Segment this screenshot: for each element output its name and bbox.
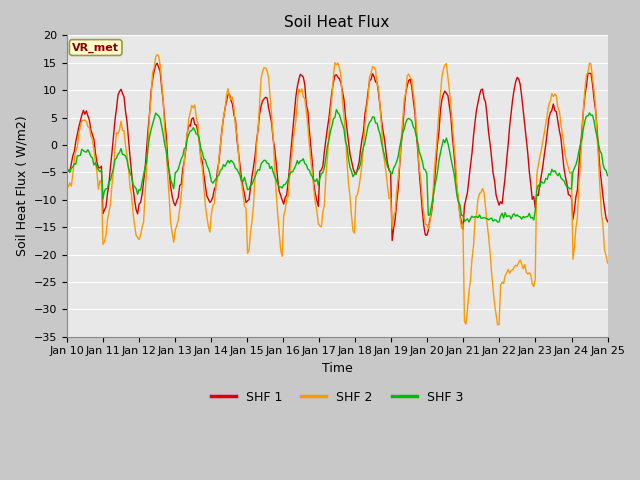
SHF 2 [226,94,234,100]
SHF 2 [253,142,260,148]
SHF 2 [493,322,501,328]
SHF 3 [300,156,307,162]
SHF 3 [604,173,611,179]
SHF 1 [604,219,611,225]
SHF 2 [604,260,611,266]
SHF 1 [577,144,584,150]
X-axis label: Time: Time [322,362,353,375]
SHF 2 [577,161,584,167]
SHF 1 [129,185,137,191]
SHF 2 [63,183,70,189]
Text: VR_met: VR_met [72,42,119,53]
SHF 2 [129,210,137,216]
SHF 3 [242,181,250,187]
SHF 1 [63,167,70,172]
SHF 1 [244,198,252,204]
Y-axis label: Soil Heat Flux ( W/m2): Soil Heat Flux ( W/m2) [15,116,28,256]
SHF 3 [577,141,584,147]
Title: Soil Heat Flux: Soil Heat Flux [285,15,390,30]
SHF 3 [493,219,501,225]
SHF 1 [253,138,260,144]
SHF 2 [301,96,308,101]
SHF 1 [301,82,308,87]
SHF 1 [388,238,396,243]
SHF 1 [154,60,161,66]
SHF 3 [63,171,70,177]
Line: SHF 3: SHF 3 [67,109,607,222]
SHF 3 [224,157,232,163]
SHF 3 [129,182,137,188]
Line: SHF 2: SHF 2 [67,55,607,325]
SHF 2 [154,52,161,58]
SHF 3 [333,107,340,112]
Line: SHF 1: SHF 1 [67,63,607,240]
SHF 1 [226,91,234,97]
Legend: SHF 1, SHF 2, SHF 3: SHF 1, SHF 2, SHF 3 [206,386,468,409]
SHF 3 [252,174,259,180]
SHF 2 [244,251,252,256]
